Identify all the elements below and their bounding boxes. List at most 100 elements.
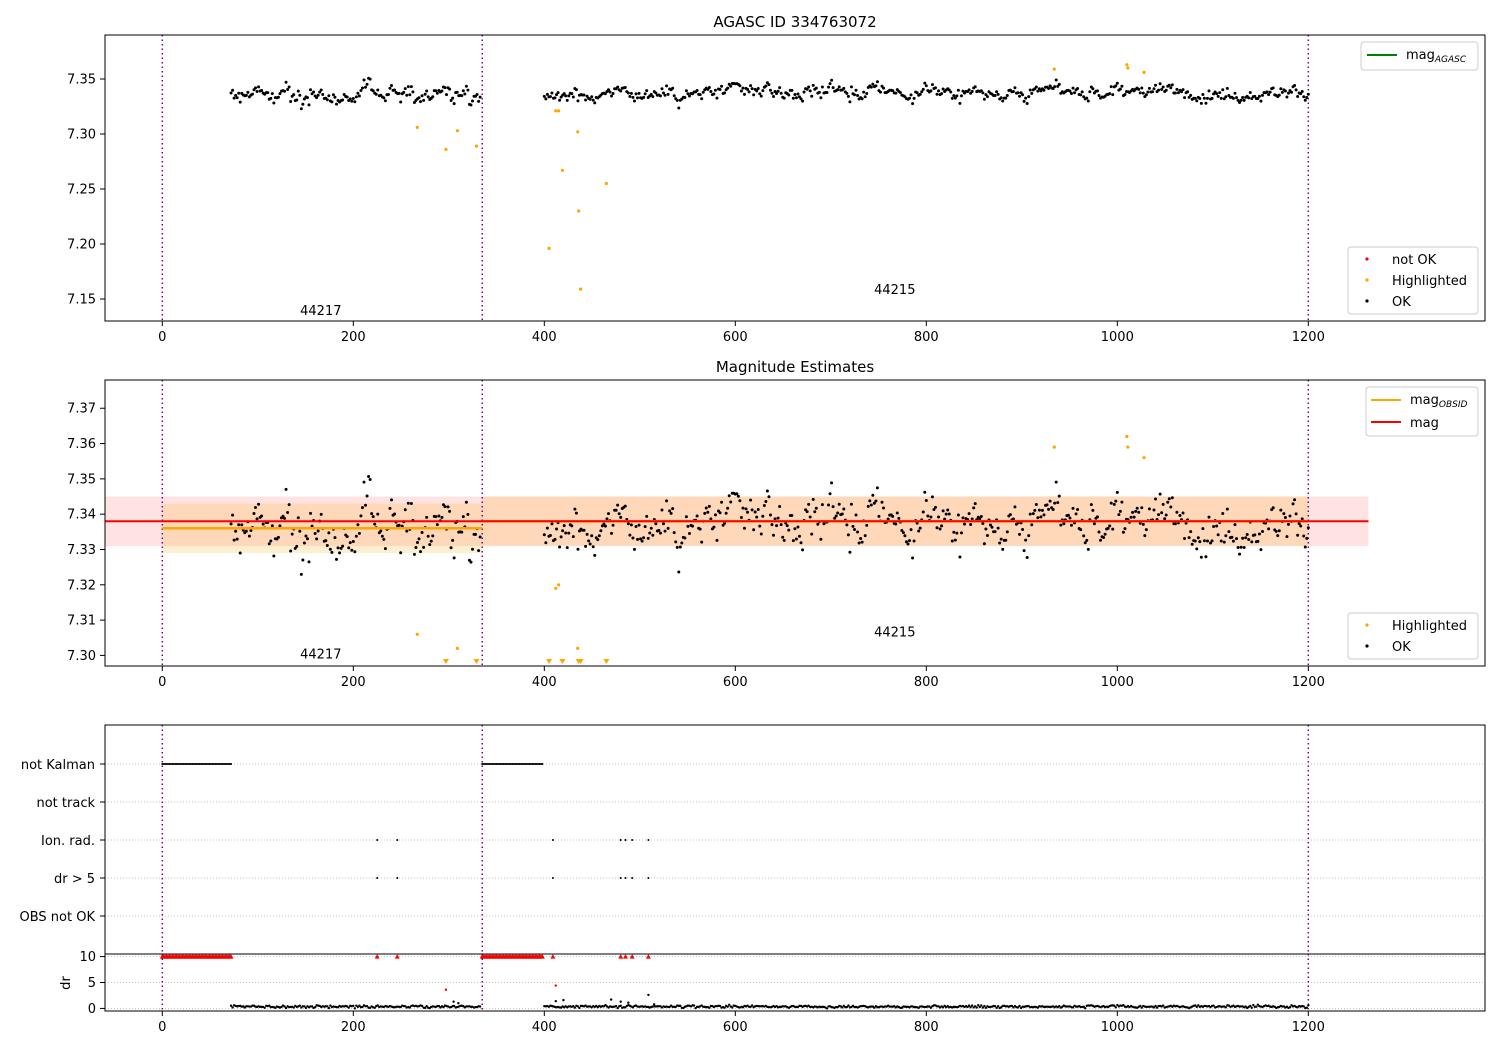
ok-point	[938, 527, 942, 531]
ok-point	[449, 546, 453, 550]
highlighted-point	[1125, 434, 1129, 439]
dr-clipped-marker	[550, 954, 556, 959]
ok-point	[1285, 95, 1289, 99]
ok-point	[1016, 91, 1020, 95]
dr-ok-point	[280, 1005, 283, 1009]
ok-point	[796, 525, 800, 529]
magnitude-panel-title: Magnitude Estimates	[716, 358, 874, 376]
ok-point	[318, 90, 322, 94]
y-tick-label: 0	[88, 1002, 96, 1017]
ok-point	[451, 538, 455, 542]
ok-point	[1245, 532, 1249, 536]
ok-point	[412, 101, 416, 105]
ok-point	[632, 99, 636, 103]
x-tick-label: 800	[914, 330, 939, 345]
dr-ok-point	[1010, 1004, 1014, 1008]
ok-point	[1005, 530, 1009, 534]
ok-point	[831, 505, 835, 509]
ok-point	[790, 514, 794, 518]
ok-point	[1207, 515, 1211, 519]
flag-point	[376, 839, 379, 841]
ok-point	[700, 540, 704, 544]
dr-ok-point	[284, 1006, 288, 1010]
dr-ok-point	[1084, 1007, 1087, 1010]
ok-point	[562, 524, 566, 528]
ok-point	[1071, 86, 1075, 90]
ok-point	[886, 517, 890, 521]
ok-point	[698, 93, 702, 97]
ok-point	[729, 84, 733, 88]
flag-point	[527, 763, 530, 765]
ok-point	[559, 535, 563, 539]
ok-point	[1117, 513, 1121, 517]
flag-point	[507, 763, 510, 765]
ok-point	[1047, 87, 1051, 91]
ok-point	[860, 97, 864, 101]
dr-ok-point	[983, 1004, 986, 1008]
ok-point	[1173, 91, 1177, 95]
ok-point	[443, 86, 447, 90]
ok-point	[984, 527, 988, 531]
ok-point	[411, 90, 415, 94]
ok-point	[593, 553, 597, 557]
ok-point	[364, 85, 368, 89]
magnitude-bands	[105, 496, 1369, 554]
ok-point	[451, 96, 455, 100]
ok-point	[671, 86, 675, 90]
ok-point	[755, 89, 759, 93]
dr-ok-point	[1305, 1006, 1308, 1009]
ok-point	[1131, 510, 1135, 514]
flag-point	[538, 763, 541, 765]
ok-point	[898, 90, 902, 94]
flag-point	[376, 877, 379, 879]
dr-ok-point	[995, 1006, 998, 1010]
ok-point	[805, 510, 809, 514]
ok-point	[440, 89, 444, 93]
dr-ok-point	[365, 1004, 369, 1008]
highlighted-point	[1142, 456, 1146, 460]
dr-ok-point	[999, 1006, 1003, 1009]
flag-point	[184, 763, 187, 765]
dr-ok-point	[692, 1004, 696, 1007]
flag-point	[224, 763, 227, 765]
ok-point	[1300, 89, 1304, 93]
ok-point	[235, 537, 239, 541]
ok-point	[845, 91, 849, 95]
ok-point	[872, 501, 876, 505]
y-tick-label: 7.25	[67, 183, 96, 198]
ok-point	[707, 504, 711, 508]
ok-point	[1154, 497, 1158, 501]
ok-point	[859, 537, 863, 541]
ok-point	[1134, 509, 1138, 513]
agasc-y-ticks: 7.15 7.20 7.25 7.30 7.35	[67, 73, 105, 308]
ok-point	[830, 481, 834, 485]
ok-point	[768, 88, 772, 92]
ok-point	[862, 90, 866, 94]
dr-ok-point	[674, 1005, 677, 1009]
ok-point	[1236, 545, 1240, 549]
ok-point	[1144, 93, 1148, 97]
legend-highlighted-2: Highlighted	[1392, 619, 1467, 634]
ok-point	[720, 84, 724, 88]
flag-point	[192, 763, 195, 765]
dr-y-ticks: 0 5 10	[79, 950, 105, 1017]
ok-point	[941, 87, 945, 91]
ok-point	[671, 507, 675, 511]
ok-point	[606, 512, 610, 516]
ok-point	[1158, 492, 1162, 496]
ok-point	[720, 500, 724, 504]
ok-point	[558, 98, 562, 102]
ok-point	[1115, 81, 1119, 85]
flag-point	[481, 763, 484, 765]
ok-point	[1235, 96, 1239, 100]
ok-point	[767, 495, 771, 499]
flag-point	[531, 763, 534, 765]
ok-point	[1068, 516, 1072, 520]
dr-ok-point	[420, 1004, 424, 1008]
highlighted-point	[578, 287, 583, 291]
flag-point	[202, 763, 205, 765]
ok-point	[316, 93, 320, 97]
ok-point	[1037, 87, 1041, 91]
ok-point	[325, 543, 329, 547]
ok-point	[276, 95, 280, 99]
